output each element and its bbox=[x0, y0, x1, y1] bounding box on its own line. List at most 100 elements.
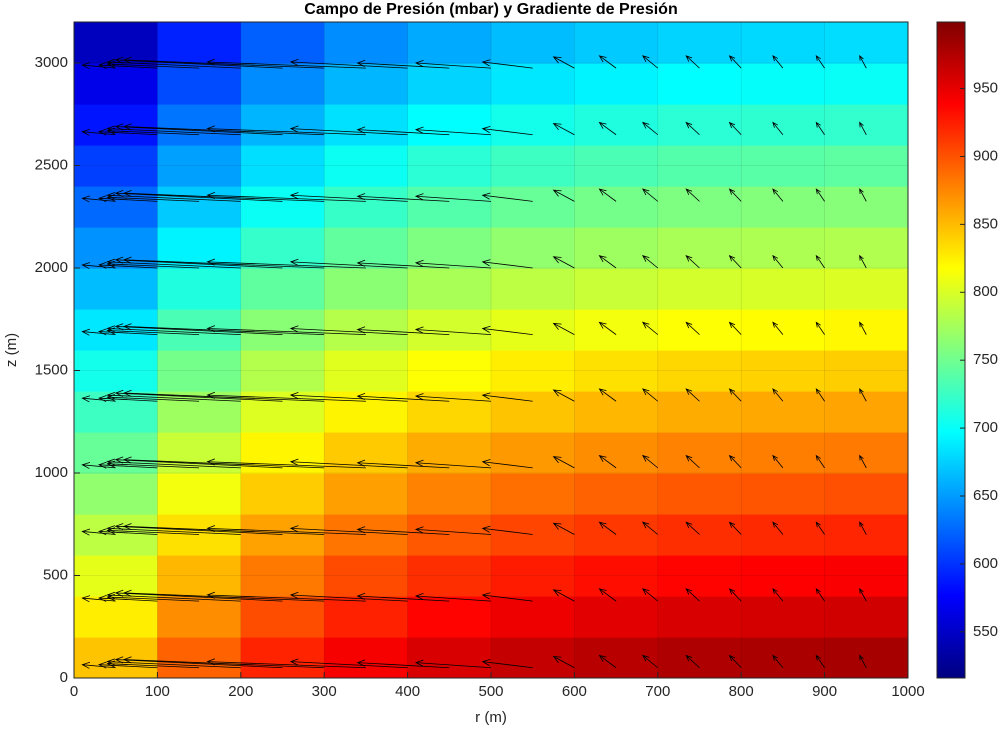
quiver-arrow bbox=[206, 325, 366, 336]
field-cell bbox=[824, 350, 908, 392]
quiver-arrow bbox=[685, 55, 700, 69]
quiver-arrow bbox=[641, 588, 659, 602]
field-cell bbox=[741, 227, 826, 269]
quiver-arrow bbox=[414, 593, 492, 602]
field-cell bbox=[741, 596, 826, 638]
field-cell bbox=[74, 596, 158, 638]
quiver-arrow bbox=[289, 125, 408, 136]
quiver-arrow bbox=[289, 192, 408, 202]
quiver-arrow bbox=[728, 121, 742, 136]
quiver-arrow bbox=[815, 188, 825, 202]
y-tick-label: 0 bbox=[60, 669, 68, 686]
field-cell bbox=[491, 514, 575, 556]
quiver-arrow bbox=[815, 54, 825, 69]
field-cell bbox=[741, 391, 826, 433]
x-tick-label: 100 bbox=[145, 683, 170, 700]
quiver-arrow bbox=[114, 523, 283, 535]
quiver-arrow bbox=[772, 588, 784, 602]
field-cell bbox=[74, 555, 158, 597]
field-cell bbox=[74, 63, 158, 105]
field-cell bbox=[240, 227, 325, 269]
y-tick-label: 1500 bbox=[35, 361, 68, 378]
quiver-arrow bbox=[728, 654, 742, 669]
x-tick-label: 600 bbox=[562, 683, 587, 700]
field-cell bbox=[324, 596, 409, 638]
quiver-arrow bbox=[114, 589, 283, 602]
quiver-arrow bbox=[289, 525, 408, 535]
quiver-arrow bbox=[414, 526, 492, 535]
quiver-arrow bbox=[815, 121, 825, 135]
field-cell bbox=[240, 473, 325, 515]
quiver-arrow bbox=[106, 391, 241, 402]
y-tick-label: 2000 bbox=[35, 259, 68, 276]
quiver-arrow bbox=[685, 121, 700, 136]
quiver-arrow bbox=[598, 55, 617, 69]
quiver-arrow bbox=[106, 125, 241, 136]
field-cell bbox=[407, 145, 492, 187]
field-cell bbox=[741, 514, 826, 556]
field-cell bbox=[824, 268, 908, 310]
field-cell bbox=[491, 104, 575, 146]
field-cell bbox=[491, 391, 575, 433]
quiver-arrow bbox=[123, 589, 325, 602]
quiver-arrow bbox=[106, 58, 241, 69]
quiver-arrow bbox=[206, 591, 366, 602]
quiver-arrow bbox=[641, 454, 659, 469]
quiver-arrow bbox=[859, 321, 867, 335]
field-cell bbox=[657, 145, 742, 187]
quiver-arrow bbox=[552, 322, 575, 335]
quiver-arrow bbox=[114, 56, 283, 69]
quiver-arrow bbox=[772, 55, 784, 69]
quiver-arrow bbox=[123, 389, 325, 402]
quiver-arrow bbox=[552, 189, 575, 202]
quiver-arrow bbox=[728, 521, 742, 535]
field-cell bbox=[74, 104, 158, 146]
quiver-arrow bbox=[123, 456, 325, 469]
field-cell bbox=[741, 350, 826, 392]
quiver-arrow bbox=[481, 659, 533, 669]
quiver-arrow bbox=[552, 389, 575, 402]
quiver-arrow bbox=[859, 654, 867, 668]
field-cell bbox=[407, 596, 492, 638]
quiver-arrow bbox=[356, 526, 450, 535]
quiver-arrow bbox=[481, 459, 533, 469]
field-cell bbox=[741, 63, 826, 105]
quiver-arrow bbox=[206, 658, 366, 669]
y-axis-label: z (m) bbox=[3, 333, 20, 367]
quiver-arrow bbox=[106, 525, 241, 535]
quiver-arrow bbox=[356, 193, 450, 202]
quiver-arrow bbox=[859, 587, 867, 602]
field-cell bbox=[741, 309, 826, 351]
field-cell bbox=[407, 104, 492, 146]
field-cell bbox=[491, 432, 575, 474]
field-cell bbox=[74, 186, 158, 228]
x-tick-label: 700 bbox=[645, 683, 670, 700]
field-cell bbox=[657, 596, 742, 638]
quiver-arrow bbox=[289, 258, 408, 269]
field-cell bbox=[574, 391, 659, 433]
quiver-arrow bbox=[356, 259, 450, 269]
quiver-arrow bbox=[123, 656, 325, 669]
quiver-arrow bbox=[206, 391, 366, 402]
field-cell bbox=[240, 555, 325, 597]
quiver-arrow bbox=[114, 123, 283, 136]
field-cell bbox=[407, 473, 492, 515]
field-cell bbox=[324, 350, 409, 392]
quiver-arrow bbox=[552, 122, 575, 136]
quiver-arrow bbox=[641, 55, 659, 69]
quiver-arrow bbox=[81, 328, 116, 336]
field-cell bbox=[574, 22, 659, 64]
quiver-arrow bbox=[356, 592, 450, 602]
field-cell bbox=[74, 22, 158, 64]
field-cell bbox=[741, 268, 826, 310]
quiver-arrow bbox=[356, 126, 450, 136]
quiver-arrow bbox=[481, 592, 533, 602]
field-cell bbox=[240, 186, 325, 228]
quiver-arrow bbox=[123, 56, 325, 69]
quiver-arrow bbox=[81, 195, 116, 203]
quiver-arrow bbox=[641, 321, 659, 335]
field-cell bbox=[574, 186, 659, 228]
field-cell bbox=[491, 473, 575, 515]
quiver-arrow bbox=[815, 388, 825, 402]
quiver-arrow bbox=[97, 261, 158, 269]
